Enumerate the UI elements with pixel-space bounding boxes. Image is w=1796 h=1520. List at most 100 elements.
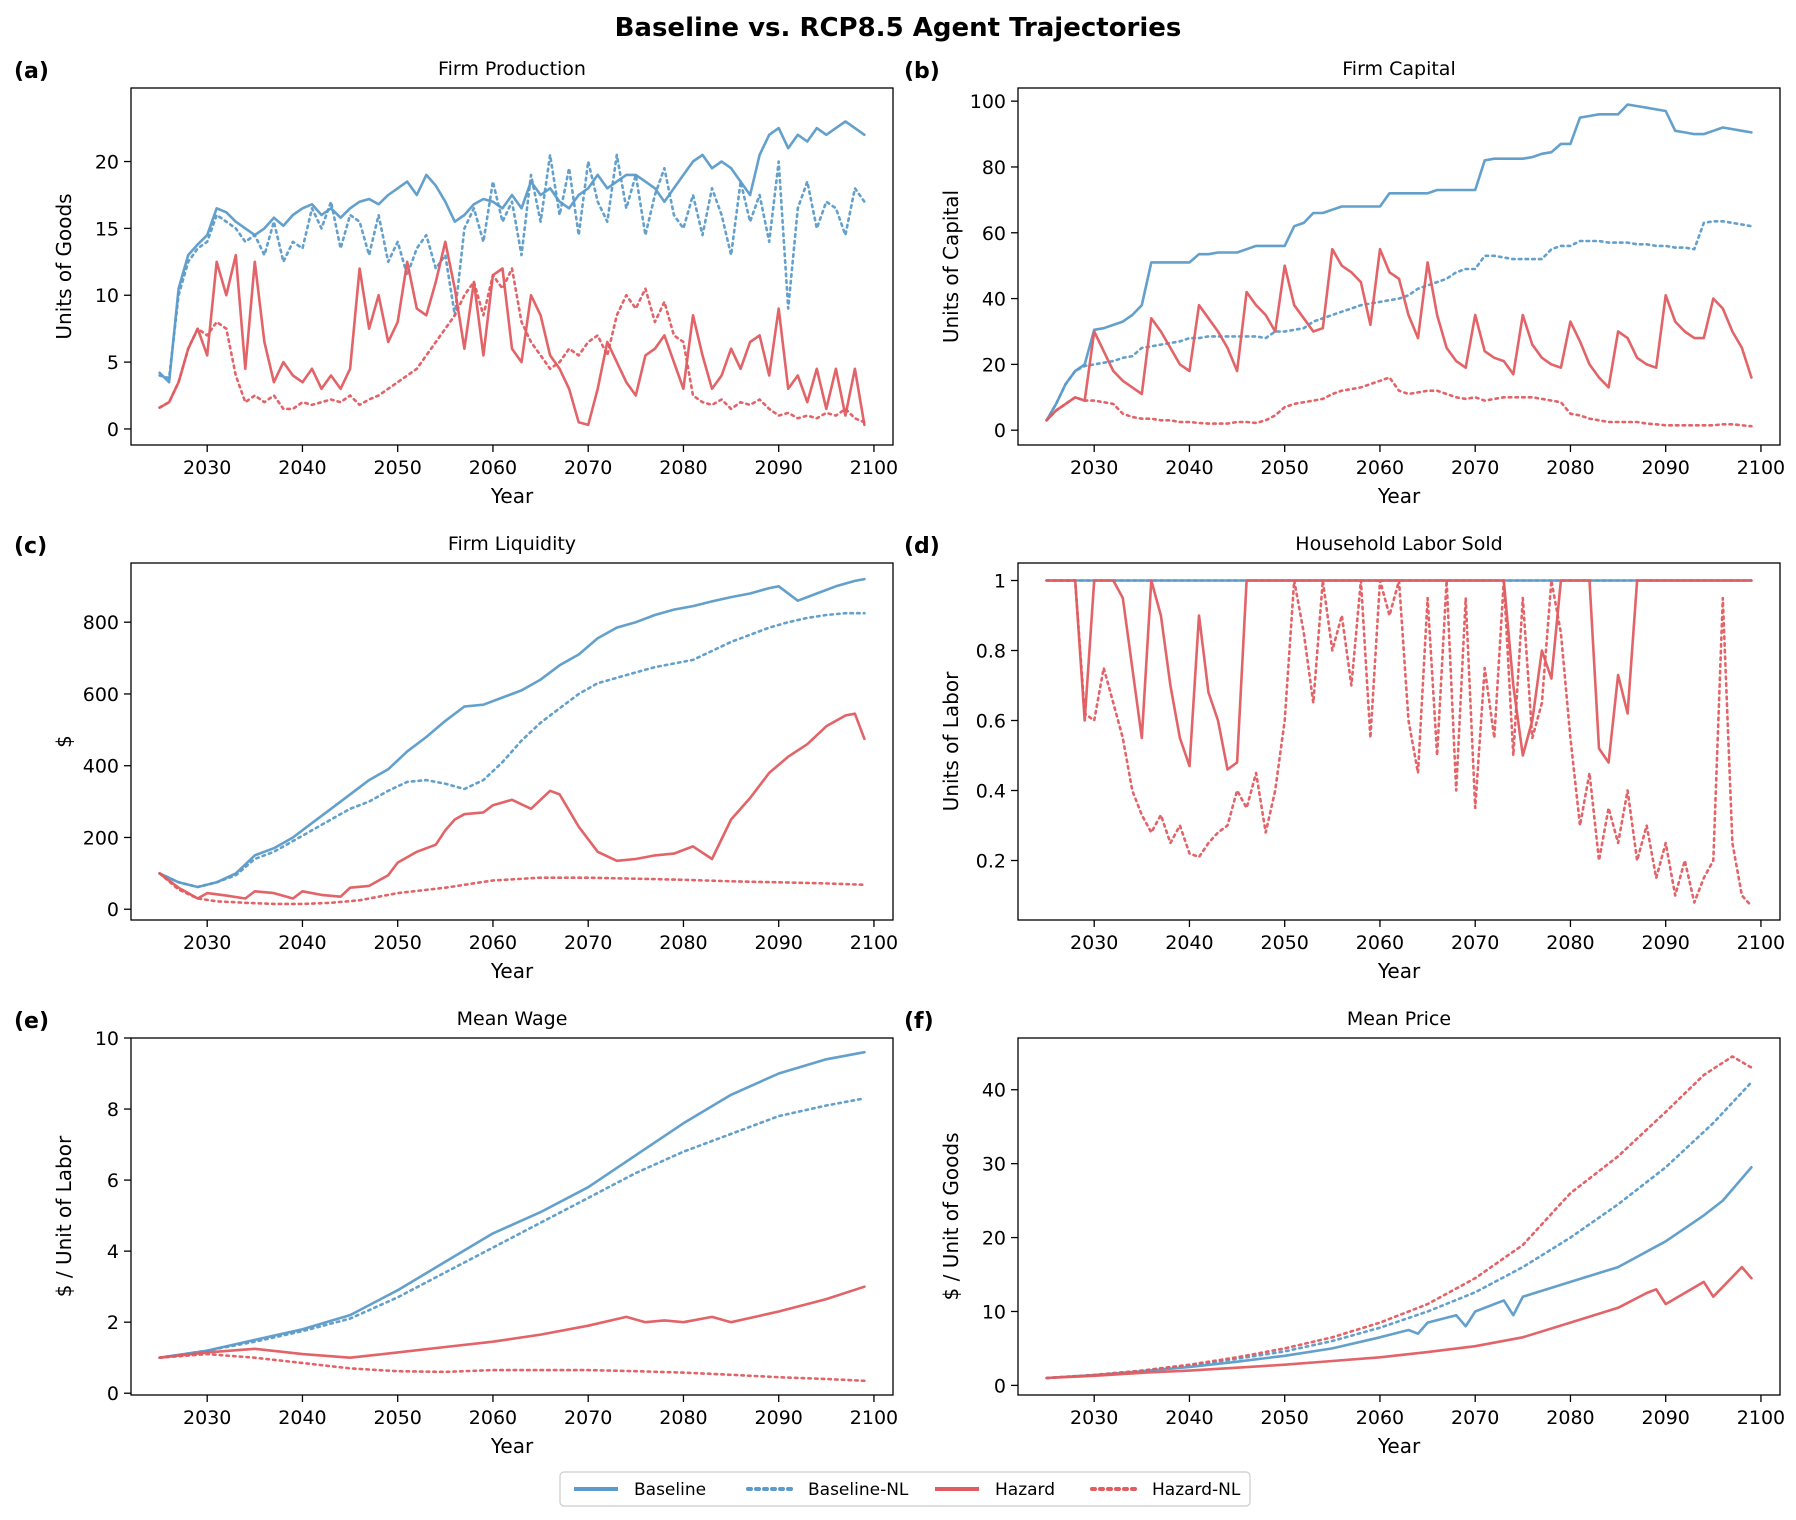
series-group <box>1045 103 1753 428</box>
series-group <box>158 1050 866 1383</box>
panel-letter: (d) <box>904 534 940 559</box>
y-tick-label: 15 <box>95 218 119 240</box>
y-tick-label: 0.4 <box>976 781 1006 803</box>
panel-0: 2030 2040 2050 2060 2070 2080 2090 2100 0 5 10 15 20… <box>14 58 898 508</box>
y-tick-label: 800 <box>83 612 119 634</box>
x-tick-label: 2040 <box>278 1407 326 1429</box>
x-tick-label: 2080 <box>1546 457 1594 479</box>
x-tick-label: 2070 <box>564 457 612 479</box>
series-line-baseline-nl <box>158 611 866 889</box>
axes-frame <box>1017 87 1781 446</box>
series-line-hazard-nl <box>1045 579 1753 908</box>
x-axis-label: Year <box>1377 484 1421 508</box>
x-tick-label: 2070 <box>1451 1407 1499 1429</box>
y-tick-label: 30 <box>982 1154 1006 1176</box>
x-tick-label: 2100 <box>850 1407 898 1429</box>
series-line-hazard <box>1045 579 1753 771</box>
x-tick-label: 2060 <box>1356 932 1404 954</box>
y-axis-label: $ <box>52 735 76 748</box>
x-tick-label: 2090 <box>1642 1407 1690 1429</box>
x-tick-label: 2050 <box>374 1407 422 1429</box>
x-tick-label: 2070 <box>564 1407 612 1429</box>
x-tick-label: 2030 <box>1070 457 1118 479</box>
legend-label-hazard: Hazard <box>995 1480 1055 1500</box>
y-tick-label: 40 <box>982 289 1006 311</box>
panel-letter: (e) <box>14 1009 49 1034</box>
x-tick-label: 2090 <box>755 1407 803 1429</box>
x-axis-label: Year <box>1377 959 1421 983</box>
x-tick-label: 2090 <box>755 457 803 479</box>
x-tick-label: 2090 <box>1642 457 1690 479</box>
y-tick-label: 6 <box>107 1170 119 1192</box>
series-line-hazard-nl <box>158 267 866 424</box>
chart-panels: 2030 2040 2050 2060 2070 2080 2090 210005101520… <box>14 58 1785 1458</box>
y-tick-label: 40 <box>982 1080 1006 1102</box>
y-tick-label: 0.6 <box>976 711 1006 733</box>
x-tick-label: 2060 <box>1356 1407 1404 1429</box>
x-tick-label: 2100 <box>1737 457 1785 479</box>
y-tick-label: 60 <box>982 223 1006 245</box>
x-tick-label: 2080 <box>659 457 707 479</box>
y-tick-label: 10 <box>95 1028 119 1050</box>
series-group <box>158 120 866 427</box>
x-tick-label: 2080 <box>1546 932 1594 954</box>
x-tick-label: 2100 <box>1737 1407 1785 1429</box>
series-line-baseline-nl <box>158 1097 866 1359</box>
y-tick-label: 1 <box>994 571 1006 593</box>
x-tick-label: 2050 <box>374 932 422 954</box>
panel-4: 2030 2040 2050 2060 2070 2080 2090 2100 0 2 4 6 8 10 M… <box>14 1008 898 1458</box>
x-tick-label: 2070 <box>1451 457 1499 479</box>
x-tick-label: 2100 <box>1737 932 1785 954</box>
y-tick-label: 80 <box>982 157 1006 179</box>
x-tick-label: 2050 <box>374 457 422 479</box>
axes-frame <box>130 87 894 446</box>
series-line-baseline <box>158 577 866 889</box>
y-tick-label: 5 <box>107 352 119 374</box>
y-axis-label: Units of Goods <box>52 193 76 339</box>
y-tick-label: 600 <box>83 684 119 706</box>
panel-title: Firm Capital <box>1342 58 1455 80</box>
y-tick-label: 20 <box>982 354 1006 376</box>
panel-title: Mean Price <box>1347 1008 1451 1030</box>
x-axis-label: Year <box>490 484 534 508</box>
x-tick-label: 2030 <box>183 457 231 479</box>
series-line-hazard <box>158 1285 866 1359</box>
x-tick-label: 2050 <box>1261 932 1309 954</box>
panel-3: 2030 2040 2050 2060 2070 2080 2090 2100 0.2 0.4 0.… <box>904 533 1785 983</box>
y-tick-label: 200 <box>83 827 119 849</box>
legend-label-baseline-nl: Baseline-NL <box>808 1480 909 1500</box>
x-tick-label: 2040 <box>1165 457 1213 479</box>
axes-frame <box>130 562 894 921</box>
y-axis-label: $ / Unit of Goods <box>939 1133 963 1301</box>
panel-title: Firm Liquidity <box>448 533 576 555</box>
x-tick-label: 2090 <box>755 932 803 954</box>
series-line-baseline <box>158 1050 866 1359</box>
x-tick-label: 2040 <box>278 932 326 954</box>
panel-title: Firm Production <box>438 58 586 80</box>
y-tick-label: 20 <box>95 152 119 174</box>
chart-legend: Baseline Baseline-NL Hazard Hazard-NL <box>559 1471 1251 1507</box>
x-tick-label: 2030 <box>1070 932 1118 954</box>
panel-5: 2030 2040 2050 2060 2070 2080 2090 210001020304… <box>904 1008 1785 1458</box>
x-tick-label: 2030 <box>183 932 231 954</box>
legend-box <box>559 1471 1251 1507</box>
series-line-baseline-nl <box>1045 220 1753 422</box>
x-tick-label: 2070 <box>564 932 612 954</box>
series-line-hazard <box>158 240 866 427</box>
x-tick-label: 2100 <box>850 932 898 954</box>
x-tick-label: 2080 <box>1546 1407 1594 1429</box>
y-tick-label: 0 <box>107 1383 119 1405</box>
series-line-hazard-nl <box>158 872 866 906</box>
x-tick-label: 2030 <box>1070 1407 1118 1429</box>
y-tick-label: 10 <box>982 1301 1006 1323</box>
axes-frame <box>1017 1037 1781 1396</box>
series-line-hazard-nl <box>1045 376 1753 428</box>
series-line-hazard-nl <box>158 1352 866 1383</box>
panel-2: 2030 2040 2050 2060 2070 2080 2090 2100 0 200 400 6… <box>14 533 898 983</box>
y-axis-label: Units of Labor <box>939 671 963 811</box>
series-group <box>1045 1055 1753 1380</box>
axes-frame <box>130 1037 894 1396</box>
y-tick-label: 100 <box>970 91 1006 113</box>
y-tick-label: 0.2 <box>976 851 1006 873</box>
